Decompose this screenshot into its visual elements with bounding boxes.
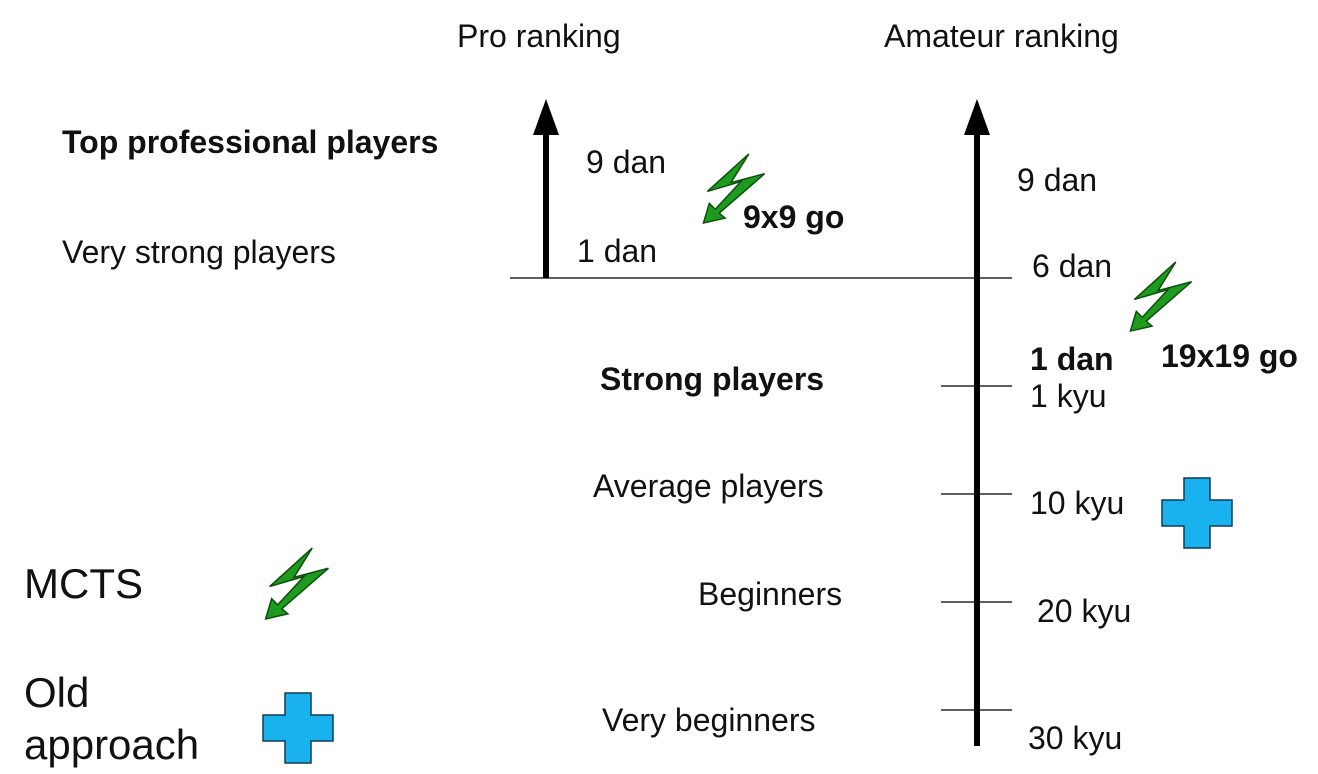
category-very-beginners: Very beginners [602, 702, 816, 738]
category-top-professional: Top professional players [62, 124, 439, 160]
board-19x19-label: 19x19 go [1161, 338, 1298, 374]
pro-ranking-header: Pro ranking [457, 18, 621, 54]
pro-rank-1dan: 1 dan [577, 233, 658, 269]
amateur-ranking-header: Amateur ranking [884, 18, 1119, 54]
category-beginners: Beginners [698, 576, 843, 612]
pro-rank-9dan: 9 dan [586, 144, 667, 180]
legend-old-label-line2: approach [24, 721, 200, 768]
amateur-axis-arrowhead [964, 99, 990, 135]
lightning-icon [264, 547, 330, 620]
cross-icon [262, 692, 334, 764]
category-strong: Strong players [600, 361, 825, 397]
amateur-rank-30kyu: 30 kyu [1028, 720, 1123, 756]
amateur-rank-6dan: 6 dan [1032, 248, 1113, 284]
amateur-rank-1dan: 1 dan [1030, 341, 1114, 377]
amateur-rank-20kyu: 20 kyu [1037, 593, 1132, 629]
amateur-rank-9dan: 9 dan [1017, 162, 1098, 198]
legend-old-label-line1: Old [24, 669, 90, 716]
amateur-rank-1kyu: 1 kyu [1030, 378, 1107, 414]
category-very-strong: Very strong players [62, 234, 336, 270]
cross-icon [1161, 477, 1233, 549]
legend-mcts-label: MCTS [24, 560, 143, 607]
board-9x9-label: 9x9 go [743, 199, 845, 235]
lightning-icon [1129, 261, 1193, 332]
pro-axis-arrowhead [533, 99, 559, 135]
amateur-rank-10kyu: 10 kyu [1030, 485, 1125, 521]
category-average: Average players [593, 468, 824, 504]
